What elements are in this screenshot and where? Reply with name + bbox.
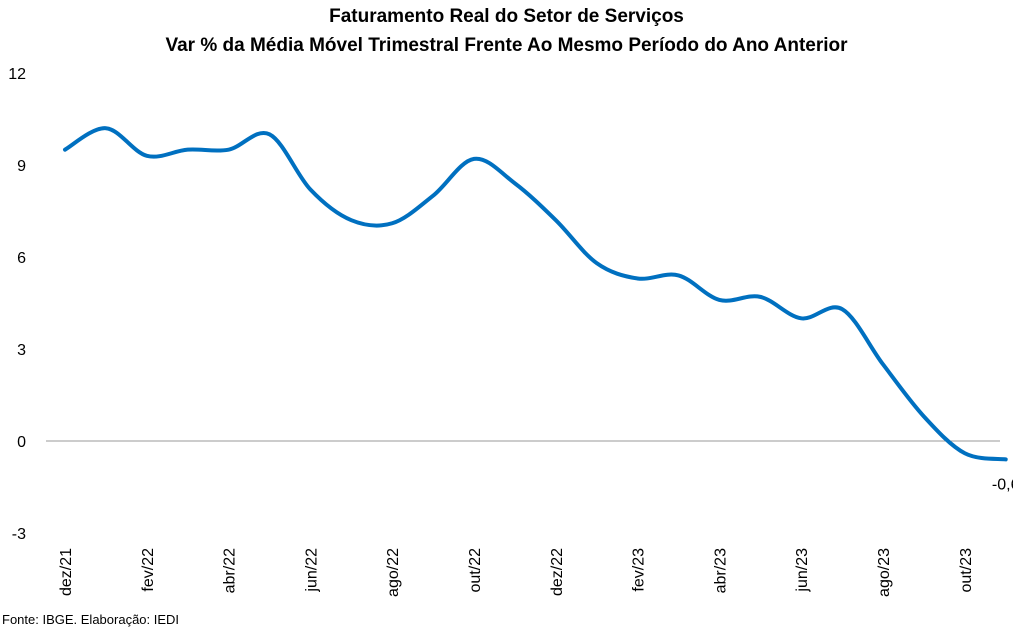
x-tick-label: dez/22	[549, 548, 566, 596]
last-value-label: -0,6	[992, 476, 1013, 493]
x-tick-label: jun/23	[794, 548, 811, 593]
chart-subtitle: Var % da Média Móvel Trimestral Frente A…	[165, 35, 848, 56]
y-tick-label: -3	[12, 526, 26, 543]
y-tick-label: 6	[17, 250, 26, 267]
source-note: Fonte: IBGE. Elaboração: IEDI	[2, 612, 180, 627]
x-tick-label: abr/22	[222, 548, 239, 593]
x-tick-label: ago/22	[385, 548, 402, 597]
x-tick-label: dez/21	[58, 548, 75, 596]
x-tick-label: jun/22	[303, 548, 320, 593]
x-tick-label: fev/22	[140, 548, 157, 592]
x-axis-ticks: dez/21 fev/22 abr/22 jun/22 ago/22 out/22 dez/…	[58, 548, 975, 597]
x-tick-label: ago/23	[876, 548, 893, 597]
chart-title: Faturamento Real do Setor de Serviços	[329, 6, 684, 27]
y-tick-label: 12	[8, 66, 26, 83]
y-tick-label: 9	[17, 158, 26, 175]
y-axis-ticks: 12 9 6 3 0 -3	[8, 66, 26, 543]
x-tick-label: fev/23	[631, 548, 648, 592]
x-tick-label: abr/23	[712, 548, 729, 593]
series-line	[63, 126, 1008, 462]
x-tick-label: out/23	[958, 548, 975, 593]
x-tick-label: out/22	[467, 548, 484, 593]
y-tick-label: 0	[17, 434, 26, 451]
series-group	[63, 126, 1008, 462]
y-tick-label: 3	[17, 342, 26, 359]
